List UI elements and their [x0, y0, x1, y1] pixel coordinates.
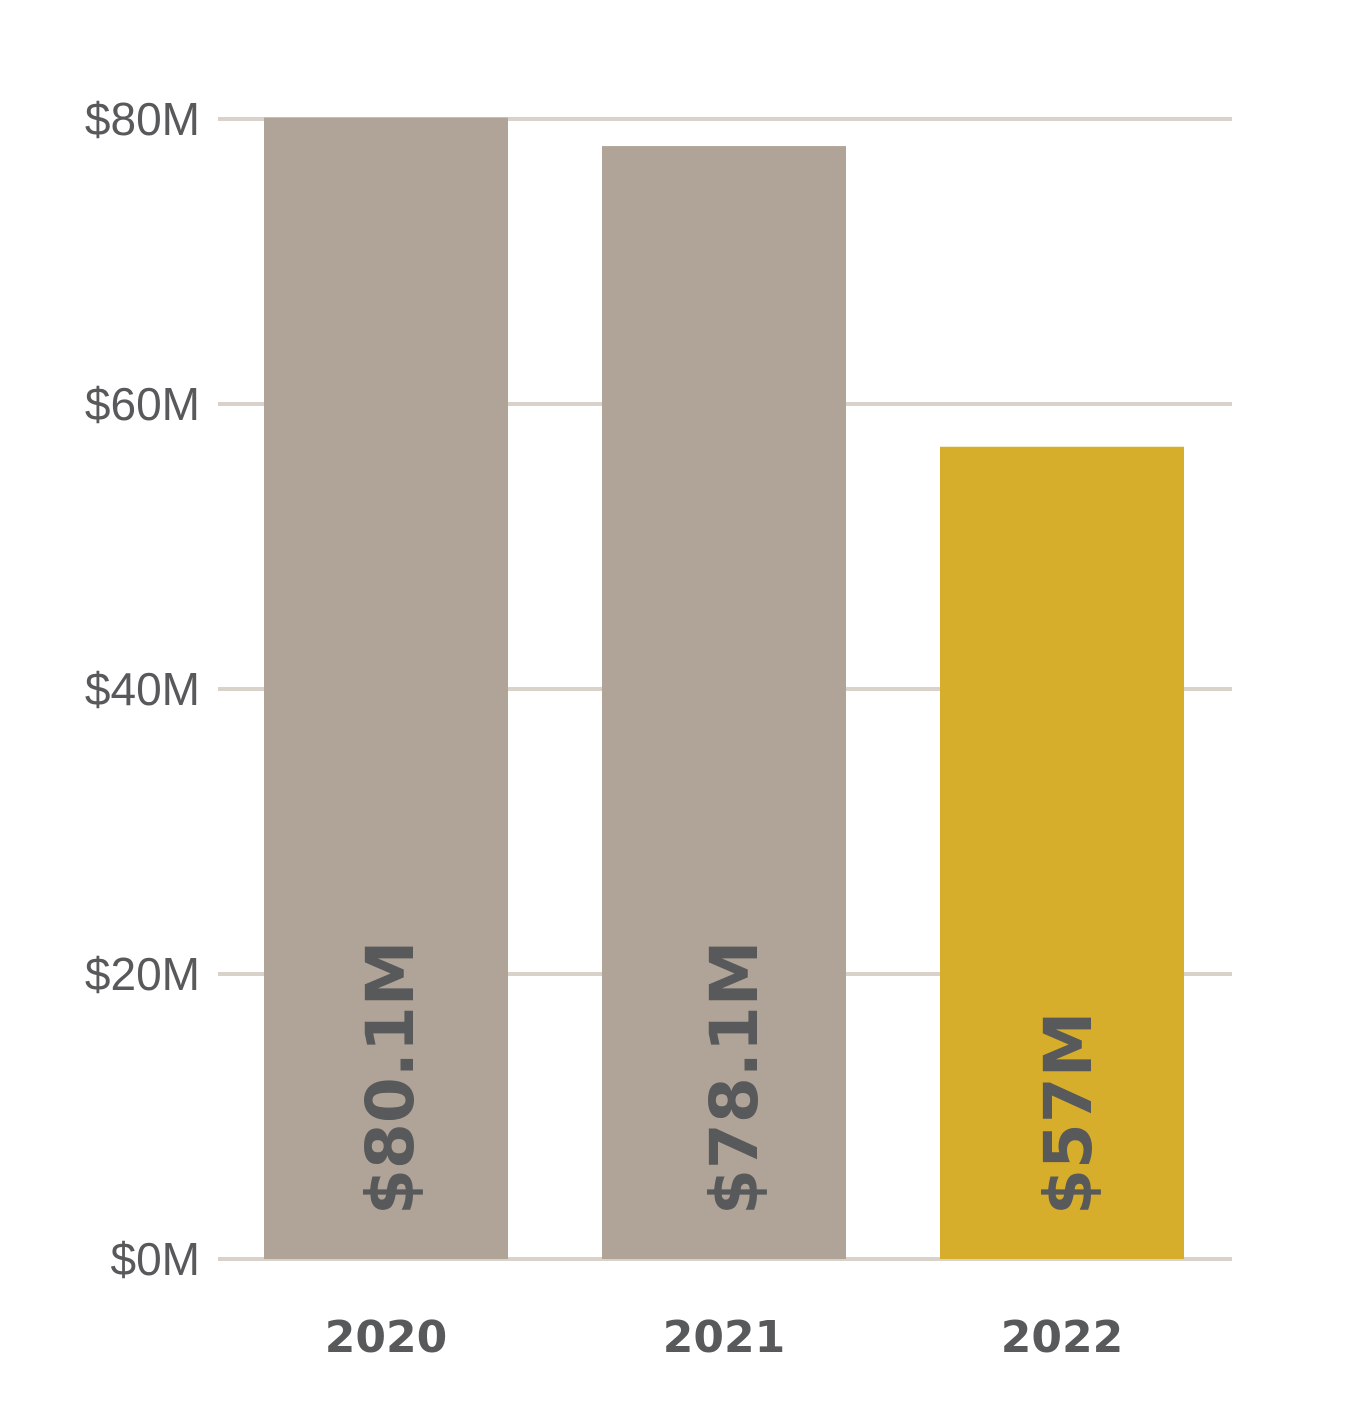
- bars: [264, 117, 1184, 1260]
- bar-value-label: $80.1M: [352, 941, 429, 1215]
- bar-value-label: $57M: [1030, 1012, 1107, 1215]
- y-tick-label: $40M: [85, 663, 200, 715]
- bar-2022: [940, 446, 1184, 1259]
- bar-2020: [264, 117, 508, 1260]
- x-category-label: 2022: [1001, 1312, 1123, 1363]
- y-tick-label: $0M: [111, 1233, 200, 1285]
- value-labels: $80.1M $78.1M $57M: [352, 941, 1107, 1215]
- x-category-label: 2021: [663, 1312, 785, 1363]
- x-axis-categories: 2020 2021 2022: [325, 1312, 1123, 1363]
- y-tick-label: $60M: [85, 378, 200, 430]
- y-tick-label: $20M: [85, 948, 200, 1000]
- y-axis-ticks: $0M $20M $40M $60M $80M: [85, 93, 200, 1285]
- y-tick-label: $80M: [85, 93, 200, 145]
- bar-2021: [602, 146, 846, 1260]
- bar-value-label: $78.1M: [696, 941, 773, 1215]
- x-category-label: 2020: [325, 1312, 447, 1363]
